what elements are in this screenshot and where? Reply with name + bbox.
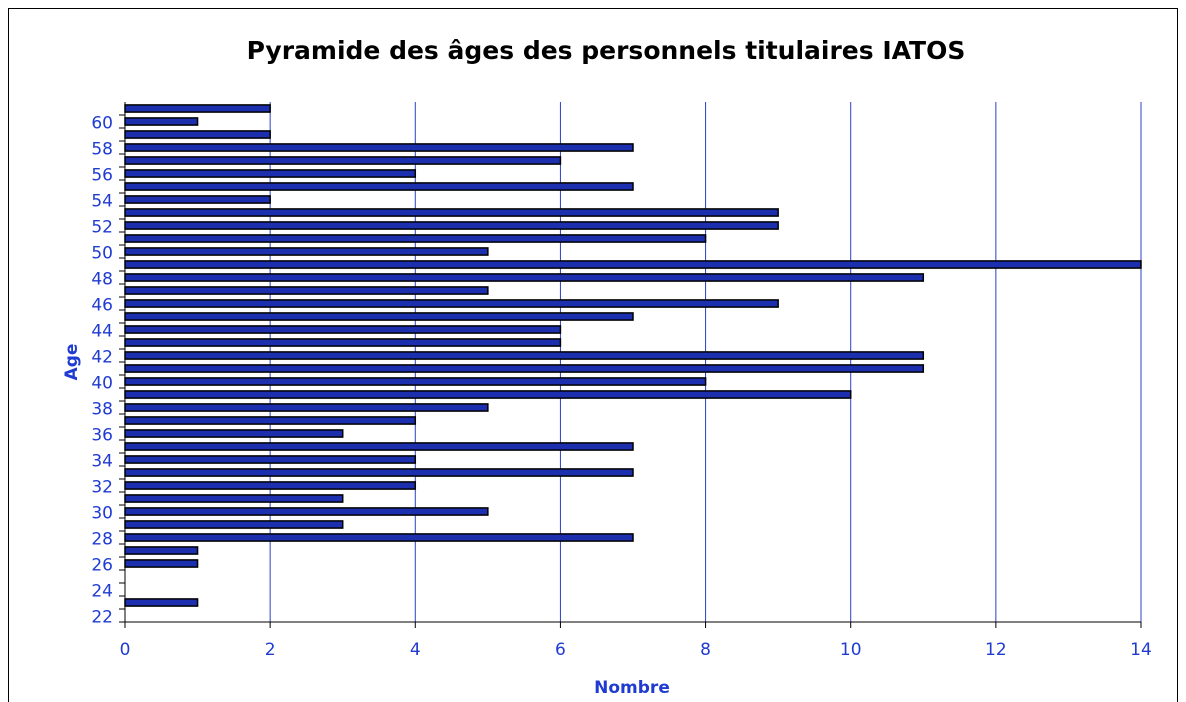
x-tick-label: 12	[985, 640, 1007, 660]
bar	[124, 351, 925, 360]
x-tick-label: 4	[410, 640, 421, 660]
bar	[124, 273, 925, 282]
bar	[124, 130, 271, 139]
bar	[124, 169, 417, 178]
bar	[124, 403, 489, 412]
x-tick-label: 0	[120, 640, 131, 660]
bar	[124, 364, 925, 373]
y-tick-label: 52	[91, 218, 113, 238]
y-tick-label: 50	[91, 244, 113, 264]
y-tick-label: 36	[91, 426, 113, 446]
bar	[124, 442, 634, 451]
bar	[124, 325, 562, 334]
y-tick-label: 22	[91, 608, 113, 628]
y-axis-label: Age	[62, 344, 82, 381]
y-tick-label: 26	[91, 556, 113, 576]
bar	[124, 195, 271, 204]
y-tick-label: 32	[91, 478, 113, 498]
y-tick-label: 58	[91, 140, 113, 160]
y-tick-label: 28	[91, 530, 113, 550]
x-tick-label: 8	[700, 640, 711, 660]
bar	[124, 546, 199, 555]
frame	[8, 8, 1178, 702]
y-tick-label: 56	[91, 166, 113, 186]
bar	[124, 156, 562, 165]
bar	[124, 299, 779, 308]
y-tick-label: 46	[91, 296, 113, 316]
bar	[124, 260, 1142, 269]
x-axis-label: Nombre	[594, 678, 670, 698]
y-tick-label: 40	[91, 374, 113, 394]
bar	[124, 377, 707, 386]
bar	[124, 520, 344, 529]
chart-title: Pyramide des âges des personnels titulai…	[247, 36, 966, 65]
x-tick-label: 14	[1130, 640, 1152, 660]
bar	[124, 429, 344, 438]
bar	[124, 143, 634, 152]
bar	[124, 312, 634, 321]
bar	[124, 104, 271, 113]
bar	[124, 559, 199, 568]
y-tick-label: 48	[91, 270, 113, 290]
y-tick-label: 54	[91, 192, 113, 212]
bar	[124, 208, 779, 217]
x-tick-label: 2	[265, 640, 276, 660]
bar	[124, 182, 634, 191]
bar	[124, 598, 199, 607]
bar	[124, 117, 199, 126]
y-tick-label: 42	[91, 348, 113, 368]
bar	[124, 338, 562, 347]
bar	[124, 481, 417, 490]
bar	[124, 455, 417, 464]
bar	[124, 247, 489, 256]
bar	[124, 507, 489, 516]
bar	[124, 533, 634, 542]
bar	[124, 416, 417, 425]
x-tick-label: 6	[555, 640, 566, 660]
bar	[124, 494, 344, 503]
bar	[124, 286, 489, 295]
bar	[124, 221, 779, 230]
y-tick-label: 60	[91, 114, 113, 134]
y-tick-label: 38	[91, 400, 113, 420]
bar	[124, 234, 707, 243]
y-tick-label: 24	[91, 582, 113, 602]
y-tick-label: 30	[91, 504, 113, 524]
x-tick-label: 10	[840, 640, 862, 660]
bar	[124, 468, 634, 477]
y-tick-label: 34	[91, 452, 113, 472]
y-tick-label: 44	[91, 322, 113, 342]
bar	[124, 390, 852, 399]
